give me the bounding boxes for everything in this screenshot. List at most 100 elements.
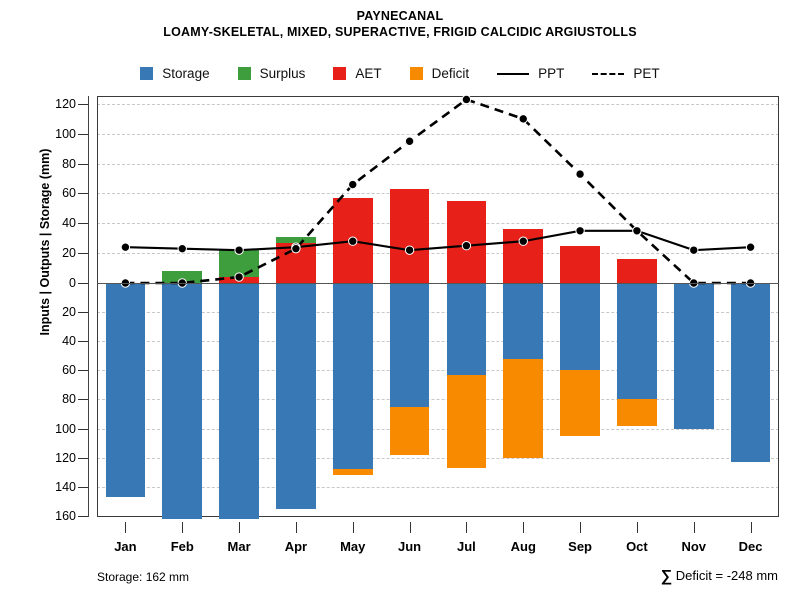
y-tick-label: 140 [55,479,76,494]
bar-column[interactable] [276,96,316,517]
legend-item-surplus[interactable]: Surplus [237,66,306,81]
bar-segment-deficit [446,374,487,468]
line-series-group [120,94,756,288]
bar-segment-storage [162,283,203,519]
gridline [97,399,779,401]
legend-item-storage[interactable]: Storage [140,66,210,81]
marker-ppt [348,236,358,246]
x-tick-label-mar: Mar [227,539,251,554]
bar-segment-surplus [162,271,203,283]
x-tick-label-apr: Apr [284,539,308,554]
marker-pet [518,114,528,124]
y-tick-mark [78,103,89,105]
marker-ppt [404,245,415,255]
legend-label: Deficit [431,66,470,81]
y-tick-mark [78,428,89,430]
x-tick-mark [750,522,752,533]
y-tick-label: 20 [62,246,76,261]
bar-segment-deficit [617,399,657,426]
y-tick-label: 80 [62,156,76,171]
x-tick-label-dec: Dec [738,539,763,554]
bar-segment-storage [503,283,544,359]
storage-note: Storage: 162 mm [97,570,190,584]
bar-column[interactable] [503,96,544,517]
square-swatch-icon [409,67,423,80]
y-tick-label: 100 [55,126,76,141]
bar-column[interactable] [730,96,771,517]
y-tick-label: 40 [62,216,76,231]
x-tick-label-oct: Oct [626,539,648,554]
legend-label: PPT [538,66,565,81]
bar-column[interactable] [162,96,203,519]
legend-label: Surplus [259,66,306,81]
bar-segment-storage [105,283,146,497]
x-tick-label-feb: Feb [170,539,194,554]
bar-segment-storage [673,283,714,429]
gridline [97,370,779,372]
legend-item-deficit[interactable]: Deficit [409,66,470,81]
bar-column[interactable] [105,96,146,517]
line-pet [125,98,751,285]
bar-segment-storage [730,283,771,462]
bar-segment-deficit [389,406,430,455]
deficit-value: Deficit = -248 mm [672,568,778,583]
legend-item-ppt[interactable]: PPT [497,66,564,81]
y-tick-mark [78,163,89,165]
y-tick-mark [78,223,89,225]
x-tick-mark [295,522,297,533]
square-swatch-icon [237,67,251,80]
bar-column[interactable] [389,96,430,517]
dashed-line-icon [592,72,625,75]
x-tick-mark [580,522,582,533]
bar-column[interactable] [446,96,487,517]
marker-pet [348,179,358,190]
y-tick-label: 40 [62,334,76,349]
x-tick-mark [352,522,354,533]
bar-column[interactable] [219,96,259,519]
legend-item-aet[interactable]: AET [333,66,382,81]
gridline [97,103,779,105]
x-tick-label-aug: Aug [510,539,536,554]
bar-segment-storage [389,283,430,407]
y-tick-mark [78,457,89,459]
marker-pet [632,226,642,236]
gridline [97,428,779,430]
y-tick-mark [78,515,89,517]
x-tick-label-may: May [340,539,366,554]
bar-column[interactable] [560,96,600,517]
gridline [97,223,779,225]
legend-label: AET [355,66,382,81]
y-tick-mark [78,370,89,372]
y-tick-label: 80 [62,392,76,407]
bar-segment-surplus [276,236,316,243]
bar-column[interactable] [673,96,714,517]
y-axis-line [88,96,89,517]
y-tick-label: 100 [55,421,76,436]
legend-item-pet[interactable]: PET [592,66,660,81]
bar-segment-storage [332,283,373,470]
gridline [97,486,779,488]
bar-segment-aet [617,259,657,283]
marker-pet [291,243,301,254]
gridline [97,133,779,135]
y-tick-mark [78,341,89,343]
y-tick-label: 60 [62,186,76,201]
page-title: PAYNECANAL [356,9,444,23]
square-swatch-icon [140,67,154,80]
x-tick-label-sep: Sep [568,539,592,554]
marker-pet [461,94,472,105]
x-tick-label-jan: Jan [114,539,137,554]
x-tick-label-jun: Jun [398,539,422,554]
line-ppt [125,229,751,252]
square-swatch-icon [333,67,347,80]
gridline [97,253,779,255]
y-tick-label: 160 [55,508,76,523]
marker-ppt [575,226,585,236]
bar-column[interactable] [617,96,657,517]
bar-segment-aet [560,245,600,283]
bar-segment-deficit [503,358,544,458]
x-tick-mark [125,522,127,533]
y-tick-label: 120 [55,96,76,111]
bar-segment-deficit [560,370,600,436]
y-tick-mark [78,133,89,135]
